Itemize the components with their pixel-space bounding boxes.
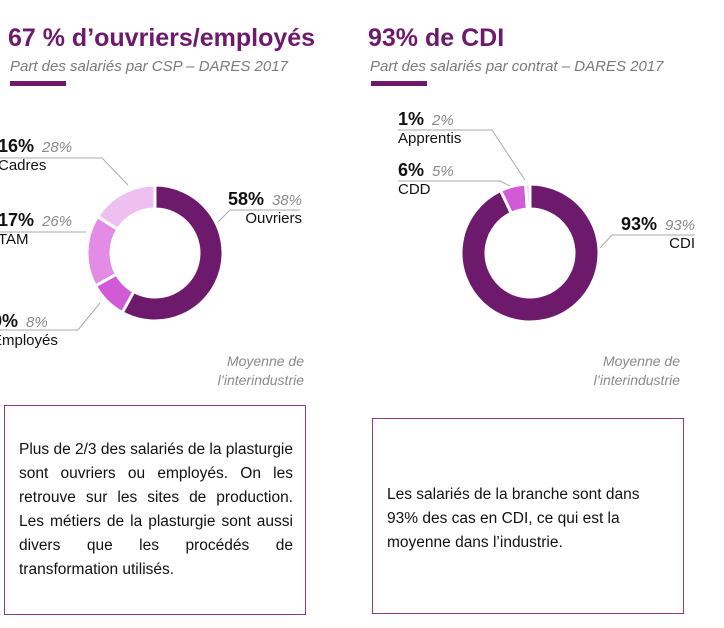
label-cadres: 16% 28% Cadres bbox=[0, 136, 73, 174]
label-cdd: 6% 5% CDD bbox=[398, 160, 454, 198]
label-employes: 9%8%Employés bbox=[0, 311, 58, 349]
leader-apprentis bbox=[398, 129, 526, 181]
leader-lines bbox=[0, 129, 695, 331]
leader-cadres bbox=[0, 157, 129, 186]
left-title: 67 % d’ouvriers/employés bbox=[8, 24, 316, 52]
right-description: Les salariés de la branche sont dans 93%… bbox=[387, 486, 640, 551]
left-note: Moyenne de l’interindustrie bbox=[217, 353, 304, 388]
donut-slice-cadres bbox=[95, 183, 157, 232]
label-cdi: 93% 93% CDI bbox=[620, 214, 695, 252]
left-title-underline bbox=[10, 81, 66, 86]
contract-donut bbox=[459, 182, 601, 324]
leader-employes bbox=[0, 302, 101, 331]
label-ouvriers: 58% 38% Ouvriers bbox=[227, 189, 302, 227]
right-subtitle: Part des salariés par contrat – DARES 20… bbox=[370, 58, 664, 75]
label-tam: 17% 26% TAM bbox=[0, 210, 73, 248]
donut-slice-cdi bbox=[459, 182, 601, 324]
right-text-box: Les salariés de la branche sont dans 93%… bbox=[372, 418, 684, 614]
left-text-box: Plus de 2/3 des salariés de la plasturgi… bbox=[4, 405, 306, 615]
right-title-underline bbox=[371, 81, 427, 86]
donut-slice-apprentis bbox=[524, 182, 532, 211]
left-description: Plus de 2/3 des salariés de la plasturgi… bbox=[19, 441, 293, 578]
leader-cdi bbox=[599, 234, 695, 249]
csp-donut bbox=[85, 183, 225, 323]
left-subtitle: Part des salariés par CSP – DARES 2017 bbox=[10, 58, 288, 75]
leader-ouvriers bbox=[217, 209, 300, 223]
leader-cdd bbox=[398, 180, 511, 187]
donut-slice-ouvriers bbox=[120, 183, 225, 323]
right-note: Moyenne de l’interindustrie bbox=[593, 353, 680, 388]
label-apprentis: 1% 2% Apprentis bbox=[398, 109, 462, 147]
right-title: 93% de CDI bbox=[368, 24, 505, 52]
